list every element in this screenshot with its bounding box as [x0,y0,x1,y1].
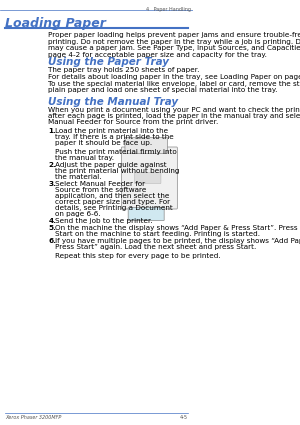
Text: the print material without bending: the print material without bending [55,168,179,174]
Text: Press Start” again. Load the next sheet and press Start.: Press Start” again. Load the next sheet … [55,244,256,250]
Text: Proper paper loading helps prevent paper jams and ensure trouble-free: Proper paper loading helps prevent paper… [48,32,300,38]
Text: Loading Paper: Loading Paper [5,17,106,30]
Text: The paper tray holds 250 sheets of paper.: The paper tray holds 250 sheets of paper… [48,67,200,73]
Text: Adjust the paper guide against: Adjust the paper guide against [55,162,166,168]
Text: 2.: 2. [48,162,56,168]
Text: tray. If there is a print side to the: tray. If there is a print side to the [55,134,173,140]
Text: paper it should be face up.: paper it should be face up. [55,140,152,146]
Text: the material.: the material. [55,174,101,180]
Text: plain paper and load one sheet of special material into the tray.: plain paper and load one sheet of specia… [48,87,278,93]
Text: For details about loading paper in the tray, see Loading Paper on page 2-6.: For details about loading paper in the t… [48,74,300,80]
FancyBboxPatch shape [128,207,164,221]
Text: page 4-2 for acceptable paper size and capacity for the tray.: page 4-2 for acceptable paper size and c… [48,51,267,57]
Text: Repeat this step for every page to be printed.: Repeat this step for every page to be pr… [55,253,220,259]
Text: 5.: 5. [48,225,56,231]
FancyBboxPatch shape [122,147,177,209]
Text: Send the job to the printer.: Send the job to the printer. [55,218,152,224]
Text: To use the special material like envelope, label or card, remove the stack of: To use the special material like envelop… [48,81,300,87]
Text: Load the print material into the: Load the print material into the [55,128,168,134]
Text: Using the Paper Tray: Using the Paper Tray [48,57,169,67]
Text: If you have multiple pages to be printed, the display shows “Add Paper &: If you have multiple pages to be printed… [55,238,300,244]
Text: 4   Paper Handling: 4 Paper Handling [146,7,191,12]
Text: Select Manual Feeder for: Select Manual Feeder for [55,181,145,187]
Text: On the machine the display shows “Add Paper & Press Start”. Press: On the machine the display shows “Add Pa… [55,225,297,231]
Text: 6.: 6. [48,238,56,244]
Text: 3.: 3. [48,181,56,187]
Text: on page 6-6.: on page 6-6. [55,211,100,217]
Text: correct paper size and type. For: correct paper size and type. For [55,199,170,205]
Text: Xerox Phaser 3200MFP: Xerox Phaser 3200MFP [5,415,62,420]
Text: the manual tray.: the manual tray. [55,155,114,161]
Text: may cause a paper jam. See Paper Type, Input Sources, and Capacities on: may cause a paper jam. See Paper Type, I… [48,45,300,51]
Text: Using the Manual Tray: Using the Manual Tray [48,97,178,107]
Text: 1.: 1. [48,128,56,134]
Text: 4-5: 4-5 [180,415,188,420]
Text: details, see Printing a Document: details, see Printing a Document [55,205,172,211]
FancyBboxPatch shape [135,173,161,184]
Text: after each page is printed, load the paper in the manual tray and select: after each page is printed, load the pap… [48,113,300,119]
FancyBboxPatch shape [125,138,167,153]
Text: Manual Feeder for Source from the print driver.: Manual Feeder for Source from the print … [48,119,218,125]
Text: Start on the machine to start feeding. Printing is started.: Start on the machine to start feeding. P… [55,231,260,237]
Text: Push the print material firmly into: Push the print material firmly into [55,149,176,155]
Text: printing. Do not remove the paper in the tray while a job is printing. Doing so: printing. Do not remove the paper in the… [48,39,300,45]
Text: When you print a document using your PC and want to check the print quality: When you print a document using your PC … [48,107,300,113]
Text: application, and then select the: application, and then select the [55,193,169,199]
Text: 4.: 4. [48,218,56,224]
Text: Source from the software: Source from the software [55,187,146,193]
